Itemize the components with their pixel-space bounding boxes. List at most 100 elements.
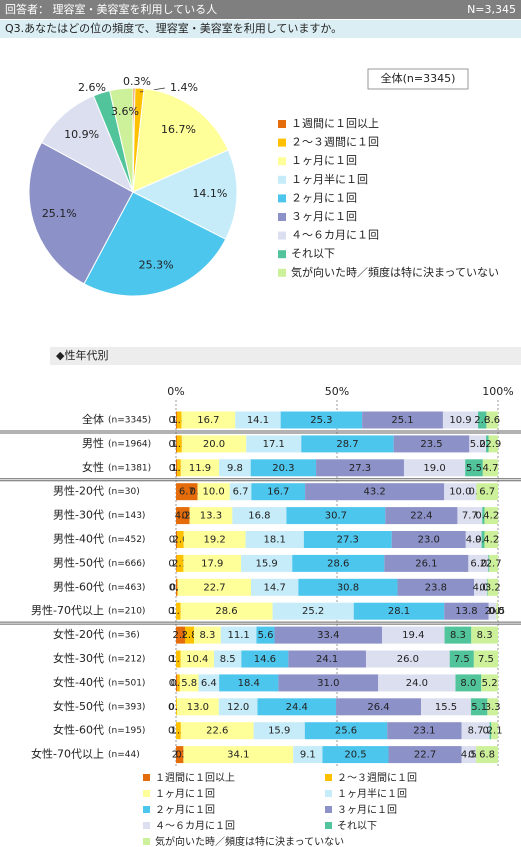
legend-swatch bbox=[278, 175, 286, 184]
bar-value-label: 0.3 bbox=[169, 702, 185, 713]
bar-value-label: 11.9 bbox=[189, 463, 211, 474]
section-title: ◆性年代別 bbox=[56, 348, 108, 362]
bar-value-label: 1.4 bbox=[171, 415, 187, 426]
legend-label: 気が向いた時／頻度は特に決まっていない bbox=[291, 265, 499, 279]
bar-value-label: 0.9 bbox=[475, 535, 491, 546]
bar-segment bbox=[378, 674, 456, 692]
bar-value-label: 0.2 bbox=[170, 582, 186, 593]
pie-slice bbox=[132, 88, 229, 193]
bar-segment bbox=[176, 411, 177, 429]
bar-segment bbox=[455, 674, 482, 692]
respondents: 回答者： 理容室・美容室を利用している人 bbox=[5, 2, 217, 16]
bar-segment bbox=[393, 435, 470, 453]
bar-value-label: 43.2 bbox=[364, 487, 386, 498]
bar-value-label: 6.4 bbox=[201, 678, 217, 689]
bar-segment bbox=[476, 483, 498, 501]
bar-segment bbox=[403, 459, 466, 477]
bar-segment bbox=[487, 578, 498, 596]
bar-value-label: 19.0 bbox=[423, 463, 445, 474]
bar-value-label: 25.1 bbox=[391, 415, 413, 426]
bar-segment bbox=[177, 531, 184, 548]
legend-label: それ以下 bbox=[337, 820, 377, 832]
bar-segment bbox=[476, 746, 498, 764]
bar-segment bbox=[489, 722, 492, 740]
legend-label: １ヶ月に１回 bbox=[291, 154, 357, 167]
bar-value-label: 26.4 bbox=[367, 702, 389, 713]
row-label: 男性-70代以上 bbox=[31, 603, 104, 617]
bar-segment bbox=[484, 507, 498, 525]
bar-segment bbox=[449, 650, 474, 668]
row-note: (n=210) bbox=[108, 607, 145, 617]
bar-segment bbox=[218, 698, 258, 716]
bar-segment bbox=[272, 602, 354, 620]
row-label: 女性-70代以上 bbox=[31, 747, 104, 761]
bar-segment bbox=[229, 483, 252, 501]
pie-value-label: 10.9% bbox=[64, 128, 99, 141]
bar-segment bbox=[468, 554, 489, 572]
legend-label: １週間に１回以上 bbox=[155, 772, 235, 784]
bar-segment bbox=[176, 602, 181, 620]
pie-value-label: 2.6% bbox=[78, 81, 106, 94]
bar-value-label: 2.3 bbox=[172, 750, 188, 761]
row-note: (n=143) bbox=[108, 511, 145, 521]
row-note: (n=3345) bbox=[108, 416, 151, 426]
bar-segment bbox=[197, 483, 230, 501]
bar-value-label: 1.4 bbox=[170, 606, 186, 617]
bar-value-label: 2.7 bbox=[486, 558, 502, 569]
bar-segment bbox=[213, 650, 242, 668]
bar-segment bbox=[176, 578, 178, 596]
bar-value-label: 0.4 bbox=[169, 463, 185, 474]
bar-segment bbox=[251, 578, 299, 596]
bar-value-label: 14.7 bbox=[264, 582, 286, 593]
bar-value-label: 20.0 bbox=[203, 439, 225, 450]
bar-segment bbox=[481, 531, 485, 548]
bar-segment bbox=[241, 554, 293, 572]
bar-segment bbox=[489, 554, 498, 572]
x-tick-label: 50% bbox=[325, 385, 349, 398]
bar-value-label: 8.5 bbox=[220, 654, 236, 665]
bar-value-label: 2.1 bbox=[172, 558, 188, 569]
bar-value-label: 5.2 bbox=[482, 678, 498, 689]
bar-value-label: 25.3 bbox=[310, 415, 332, 426]
legend-swatch bbox=[325, 822, 332, 829]
legend-swatch bbox=[278, 138, 286, 147]
bar-segment bbox=[257, 698, 337, 716]
row-label: 男性-40代 bbox=[53, 532, 104, 546]
bar-segment bbox=[488, 602, 497, 620]
legend-label: １ヶ月半に１回 bbox=[291, 172, 368, 186]
bar-segment bbox=[482, 507, 485, 525]
bar-segment bbox=[470, 698, 488, 716]
bar-value-label: 20.5 bbox=[344, 750, 366, 761]
bar-segment bbox=[180, 602, 273, 620]
pie-value-label: 25.1% bbox=[42, 207, 77, 220]
row-note: (n=1381) bbox=[108, 463, 151, 473]
bar-value-label: 6.7 bbox=[479, 487, 495, 498]
bar-value-label: 9.8 bbox=[227, 463, 243, 474]
bar-segment bbox=[253, 722, 305, 740]
bar-segment bbox=[180, 459, 220, 477]
bar-segment bbox=[391, 531, 466, 548]
bar-value-label: 5.2 bbox=[470, 439, 486, 450]
bar-segment bbox=[286, 507, 386, 525]
legend-label: ２ヶ月に１回 bbox=[155, 804, 215, 816]
bar-segment bbox=[487, 698, 498, 716]
legend-label: ２～３週間に１回 bbox=[337, 772, 417, 784]
bar-value-label: 1.1 bbox=[171, 463, 187, 474]
bar-segment bbox=[179, 674, 199, 692]
legend-label: ４～６カ月に１回 bbox=[291, 229, 379, 242]
row-label: 女性-40代 bbox=[53, 675, 104, 689]
row-note: (n=195) bbox=[108, 726, 145, 736]
bar-value-label: 0.3 bbox=[169, 439, 185, 450]
bar-value-label: 22.4 bbox=[410, 511, 432, 522]
bar-segment bbox=[176, 531, 178, 548]
bar-segment bbox=[280, 411, 363, 429]
row-label: 男性-30代 bbox=[53, 508, 104, 522]
bar-segment bbox=[303, 531, 392, 548]
bar-value-label: 22.6 bbox=[206, 726, 228, 737]
pie-value-label: 3.6% bbox=[111, 105, 139, 118]
legend-swatch bbox=[143, 838, 150, 845]
legend-label: 気が向いた時／頻度は特に決まっていない bbox=[155, 835, 344, 847]
bar-segment bbox=[241, 650, 289, 668]
bar-value-label: 0.8 bbox=[171, 678, 187, 689]
bar-segment bbox=[185, 626, 195, 644]
